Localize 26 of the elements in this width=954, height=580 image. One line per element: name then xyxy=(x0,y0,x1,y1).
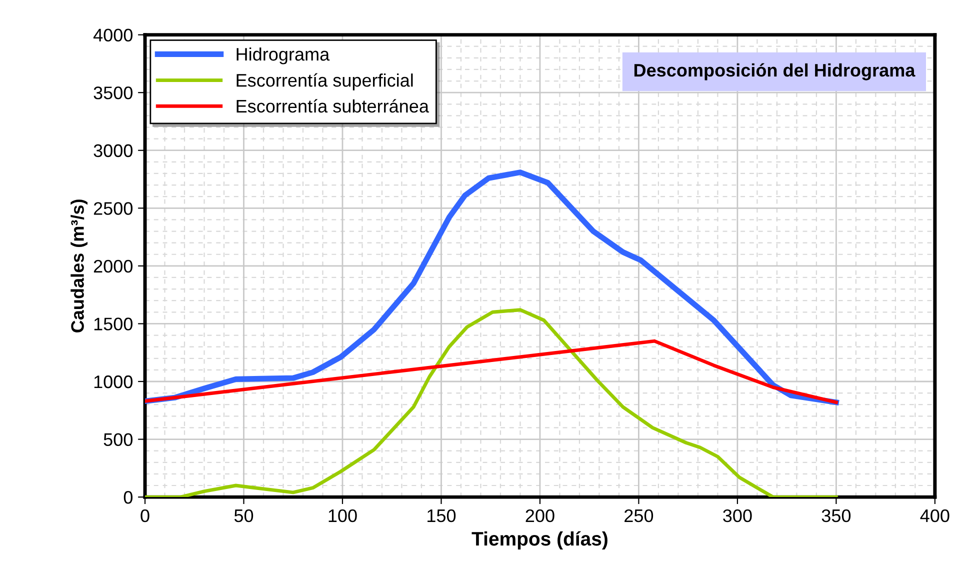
y-tick-label: 2500 xyxy=(94,202,132,215)
y-tick-label: 1500 xyxy=(94,318,132,330)
line-series xyxy=(145,308,838,498)
line-series xyxy=(145,339,838,404)
x-axis-title: Tiempos (días) xyxy=(472,531,608,550)
x-tick-label: 250 xyxy=(624,509,654,522)
x-tick-label: 0 xyxy=(140,509,150,522)
y-tick-label: 3000 xyxy=(94,144,132,158)
y-tick-label: 0 xyxy=(124,490,132,504)
y-tick-label: 500 xyxy=(104,433,132,446)
y-tick-label: 1000 xyxy=(94,375,132,388)
legend-label: Escorrentía subterránea xyxy=(236,99,429,113)
x-tick-label: 350 xyxy=(822,509,851,522)
x-tick-label: 200 xyxy=(526,509,554,522)
legend-label: Hidrograma xyxy=(236,47,330,64)
x-tick-label: 400 xyxy=(920,509,950,522)
x-tick-label: 50 xyxy=(234,509,254,522)
x-tick-label: 100 xyxy=(328,509,357,522)
legend-label: Escorrentía superficial xyxy=(236,73,413,90)
x-tick-label: 300 xyxy=(723,509,752,522)
x-tick-label: 150 xyxy=(428,509,456,522)
y-tick-label: 2000 xyxy=(94,260,132,273)
y-tick-label: 3500 xyxy=(94,86,132,100)
y-tick-label: 4000 xyxy=(93,28,132,42)
y-axis-title: Caudales (m³/s) xyxy=(70,200,88,332)
text: Descomposición del Hidrograma xyxy=(634,63,916,80)
